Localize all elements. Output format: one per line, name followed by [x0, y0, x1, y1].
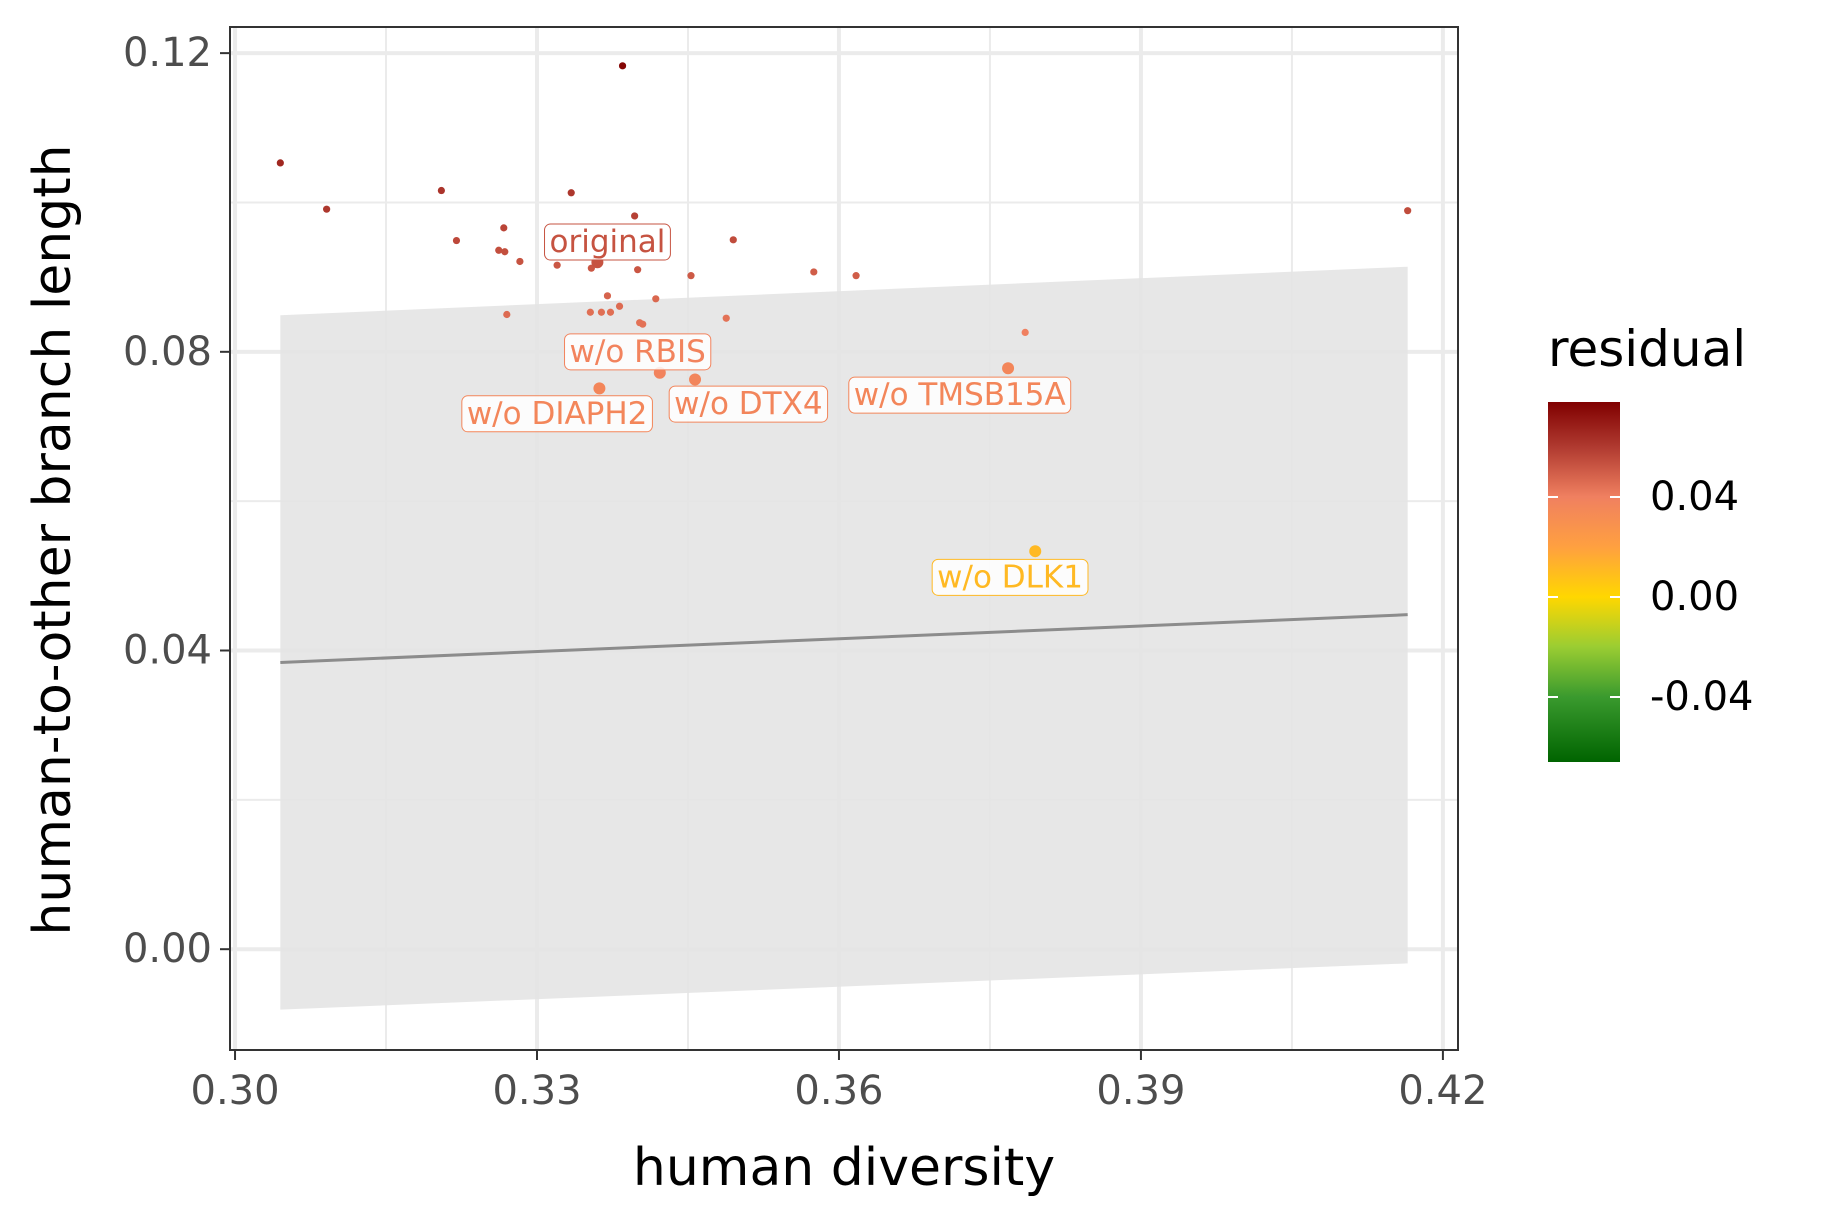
data-point	[516, 257, 524, 266]
point-label-box	[564, 333, 712, 371]
x-tick-label: 0.42	[1398, 1068, 1487, 1114]
data-point	[639, 320, 647, 328]
y-axis-title: human-to-other branch length	[23, 144, 83, 935]
y-axis: 0.00 0.04 0.08 0.12	[123, 30, 230, 972]
data-point	[618, 62, 627, 70]
y-tick-label: 0.12	[123, 30, 212, 76]
data-point	[1404, 207, 1412, 215]
data-point	[452, 236, 461, 245]
point-w-o-tmsb15a	[1002, 362, 1015, 375]
x-tick-label: 0.36	[794, 1068, 883, 1114]
data-point	[437, 186, 445, 195]
data-point	[722, 314, 730, 322]
data-point	[553, 261, 561, 269]
x-tick-label: 0.30	[191, 1068, 280, 1114]
legend-tick-label: 0.04	[1650, 474, 1739, 520]
data-point	[1021, 328, 1029, 337]
color-legend: residual 0.04 0.00 -0.04	[1548, 320, 1754, 762]
data-point	[603, 292, 612, 300]
point-label-text: w/o DIAPH2	[467, 396, 648, 432]
point-labels: original w/o RBIS w/o DIAPH2 w/o DTX4 w/o TM…	[461, 223, 1089, 596]
data-point	[729, 236, 737, 244]
data-point	[500, 224, 508, 232]
data-point	[503, 310, 511, 319]
y-tick-label: 0.04	[123, 628, 212, 674]
x-tick-label: 0.39	[1096, 1068, 1185, 1114]
data-point	[567, 189, 575, 197]
point-label-box	[668, 385, 829, 423]
data-point	[631, 212, 639, 220]
point-label: w/o DLK1	[931, 558, 1089, 596]
data-point	[495, 246, 503, 254]
data-points	[276, 62, 1412, 558]
data-point	[687, 272, 695, 280]
data-point	[501, 248, 509, 256]
data-point	[615, 302, 624, 310]
legend-tick-label: -0.04	[1650, 674, 1754, 720]
panel-border	[229, 26, 1459, 1051]
point-label: original	[544, 223, 671, 261]
point-label-text: w/o TMSB15A	[854, 377, 1066, 413]
legend-tick-label: 0.00	[1650, 574, 1739, 620]
legend-colorbar	[1548, 402, 1620, 762]
data-point	[276, 159, 284, 167]
data-point	[597, 308, 606, 316]
data-point	[323, 205, 331, 213]
point-label-box	[544, 223, 671, 261]
point-label: w/o DIAPH2	[461, 395, 653, 433]
point-label-box	[931, 558, 1089, 596]
x-axis-title: human diversity	[633, 1138, 1055, 1198]
data-point	[634, 266, 642, 274]
point-label-text: w/o RBIS	[570, 334, 706, 370]
data-point	[852, 272, 860, 280]
point-label-box	[848, 376, 1072, 414]
point-label: w/o RBIS	[564, 333, 712, 371]
point-label-text: original	[550, 224, 666, 260]
regression-line	[280, 613, 1408, 664]
legend-title: residual	[1548, 320, 1746, 378]
legend-ticks: 0.04 0.00 -0.04	[1548, 474, 1754, 720]
data-point	[606, 308, 615, 316]
y-tick-label: 0.00	[123, 926, 212, 972]
point-w-o-diaph2	[593, 382, 606, 395]
point-label-box	[461, 395, 653, 433]
point-w-o-dtx4	[689, 373, 702, 386]
point-label: w/o TMSB15A	[848, 376, 1072, 414]
x-tick-label: 0.33	[492, 1068, 581, 1114]
point-w-o-dlk1	[1029, 545, 1042, 558]
data-point	[586, 308, 594, 316]
point-label-text: w/o DLK1	[937, 559, 1083, 595]
data-point	[810, 268, 818, 276]
point-label: w/o DTX4	[668, 385, 829, 423]
data-point	[652, 295, 660, 303]
y-tick-label: 0.08	[123, 329, 212, 375]
x-axis: 0.30 0.33 0.36 0.39 0.42	[191, 1050, 1487, 1114]
point-label-text: w/o DTX4	[674, 386, 822, 422]
